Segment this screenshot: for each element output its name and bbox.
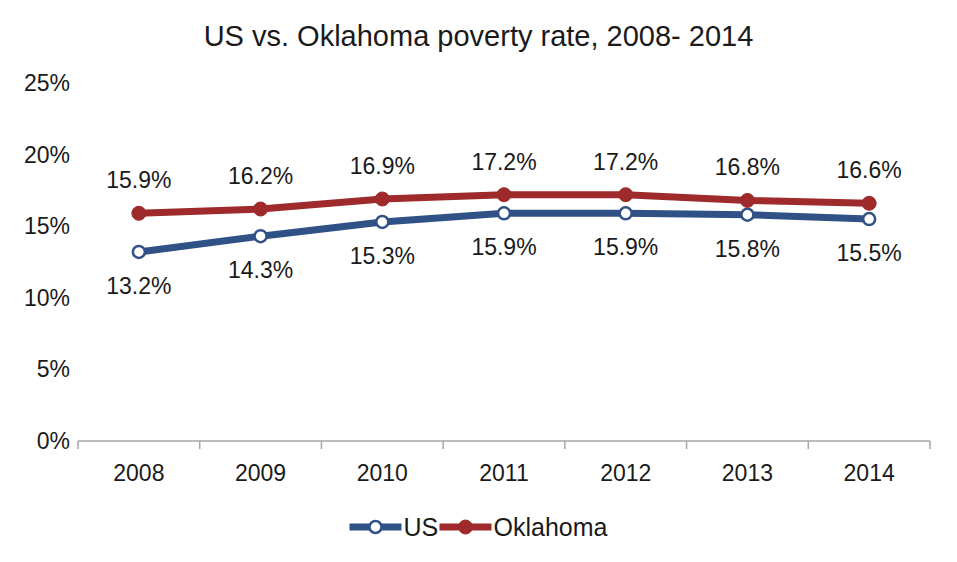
data-label: 15.9% <box>106 167 171 193</box>
x-tick-label: 2013 <box>722 460 773 486</box>
data-label: 16.2% <box>228 163 293 189</box>
x-tick <box>442 441 444 449</box>
point-marker <box>375 192 389 206</box>
x-tick <box>77 441 79 449</box>
x-tick <box>321 441 323 449</box>
data-label: 14.3% <box>228 257 293 283</box>
point-marker <box>619 188 633 202</box>
legend-marker <box>370 521 382 533</box>
point-marker <box>376 216 388 228</box>
point-marker <box>254 202 268 216</box>
y-tick-label: 5% <box>37 356 70 382</box>
legend: US Oklahoma <box>350 513 608 541</box>
x-tick-label: 2009 <box>235 460 286 486</box>
x-tick-label: 2008 <box>113 460 164 486</box>
y-tick-label: 25% <box>24 70 70 96</box>
point-marker <box>863 213 875 225</box>
x-tick <box>564 441 566 449</box>
data-label: 16.9% <box>350 153 415 179</box>
x-tick <box>686 441 688 449</box>
point-marker <box>497 188 511 202</box>
point-marker <box>132 206 146 220</box>
data-label: 15.5% <box>837 240 902 266</box>
point-marker <box>741 209 753 221</box>
x-tick <box>199 441 201 449</box>
data-label: 17.2% <box>593 149 658 175</box>
data-label: 13.2% <box>106 273 171 299</box>
point-marker <box>862 196 876 210</box>
point-marker <box>620 207 632 219</box>
x-axis <box>78 440 930 442</box>
data-label: 15.9% <box>593 234 658 260</box>
legend-marker <box>459 520 473 534</box>
data-label: 15.8% <box>715 236 780 262</box>
data-label: 16.6% <box>837 157 902 183</box>
x-tick <box>808 441 810 449</box>
chart-container: US vs. Oklahoma poverty rate, 2008- 2014… <box>0 0 957 562</box>
y-tick-label: 20% <box>24 142 70 168</box>
point-marker <box>133 246 145 258</box>
x-tick-label: 2014 <box>844 460 895 486</box>
data-label: 17.2% <box>471 149 536 175</box>
chart-svg: US vs. Oklahoma poverty rate, 2008- 2014… <box>0 0 957 562</box>
data-label: 16.8% <box>715 154 780 180</box>
point-marker <box>740 193 754 207</box>
point-marker <box>498 207 510 219</box>
y-tick-label: 15% <box>24 213 70 239</box>
point-marker <box>255 230 267 242</box>
data-labels: 13.2% 14.3% 15.3% 15.9% 15.9% 15.8% 15.5% 15.9%… <box>106 149 902 299</box>
x-tick-label: 2012 <box>600 460 651 486</box>
title: US vs. Oklahoma poverty rate, 2008- 2014 <box>204 20 754 52</box>
x-tick-label: 2011 <box>479 460 528 486</box>
legend-label: US <box>404 513 439 541</box>
y-tick-label: 0% <box>37 428 70 454</box>
x-tick <box>929 441 931 449</box>
data-label: 15.3% <box>350 243 415 269</box>
legend-label: Oklahoma <box>494 513 608 541</box>
y-tick-label: 10% <box>24 285 70 311</box>
data-label: 15.9% <box>471 234 536 260</box>
x-tick-label: 2010 <box>357 460 408 486</box>
